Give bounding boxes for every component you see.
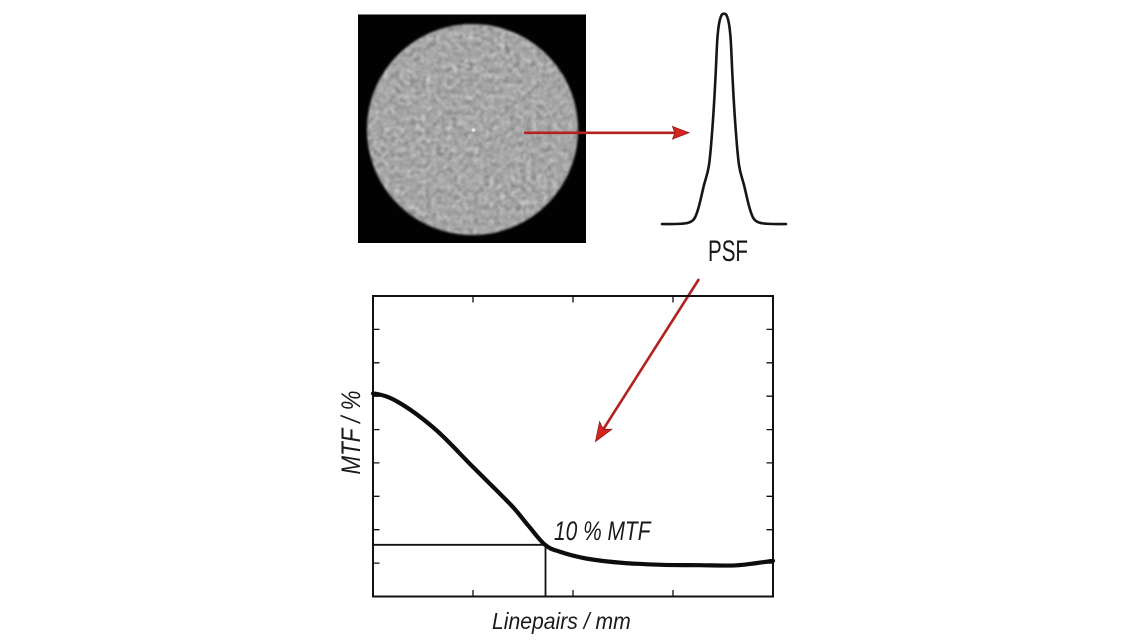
- svg-text:MTF / %: MTF / %: [336, 391, 366, 475]
- svg-text:Linepairs / mm: Linepairs / mm: [492, 608, 631, 634]
- svg-text:PSF: PSF: [708, 235, 748, 268]
- svg-text:10 % MTF: 10 % MTF: [554, 516, 652, 546]
